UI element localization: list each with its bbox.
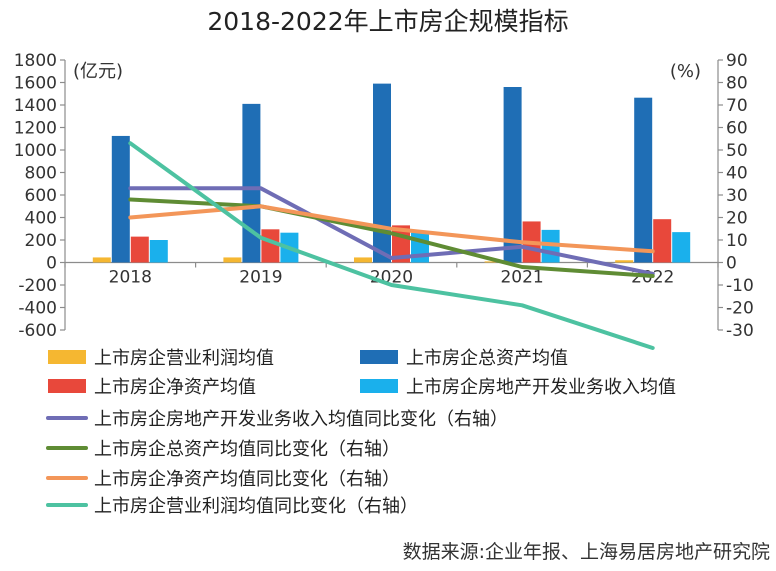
right-tick-label: 0	[726, 254, 737, 274]
left-tick-label: 1000	[14, 141, 57, 161]
right-tick-label: 60	[726, 119, 748, 139]
legend-label: 上市房企总资产均值	[406, 348, 568, 369]
right-tick-label: 10	[726, 231, 748, 251]
x-tick-label: 2018	[109, 268, 152, 288]
bar-2018-s2	[111, 135, 130, 263]
left-tick-label: 1200	[14, 119, 57, 139]
left-tick-label: 1400	[14, 96, 57, 116]
chart-title: 2018-2022年上市房企规模指标	[207, 7, 568, 36]
right-unit-label: (%)	[670, 61, 701, 82]
left-tick-label: -200	[18, 276, 57, 296]
left-tick-label: 1600	[14, 74, 57, 94]
left-tick-label: 600	[25, 186, 57, 206]
source-note: 数据来源:企业年报、上海易居房地产研究院	[403, 541, 770, 563]
legend-label: 上市房企总资产均值同比变化（右轴）	[94, 439, 400, 460]
bar-2020-s2	[373, 83, 391, 263]
right-tick-label: 20	[726, 209, 748, 229]
bar-2022-s4	[672, 232, 691, 263]
right-tick-label: 30	[726, 186, 748, 206]
bar-2018-s3	[130, 236, 149, 263]
right-tick-label: 80	[726, 74, 748, 94]
right-tick-label: 90	[726, 51, 748, 71]
right-tick-label: 50	[726, 141, 748, 161]
bar-2021-s2	[503, 87, 522, 263]
left-tick-label: 0	[46, 254, 57, 274]
right-tick-label: 70	[726, 96, 748, 116]
line-series-1	[128, 186, 655, 276]
bar-2022-s1	[615, 260, 634, 263]
bar-2018-s1	[92, 257, 111, 263]
legend-label: 上市房企营业利润均值同比变化（右轴）	[94, 496, 418, 517]
bar-2019-s1	[223, 257, 242, 263]
bar-2022-s2	[634, 97, 653, 263]
bar-2018-s4	[149, 240, 168, 263]
left-tick-label: 1800	[14, 51, 57, 71]
lines	[128, 141, 655, 350]
right-tick-label: -20	[726, 299, 754, 319]
bar-2021-s1	[484, 261, 503, 263]
legend-swatch-bar-4	[360, 379, 398, 393]
left-tick-label: -400	[18, 299, 57, 319]
legend-swatch-bar-2	[360, 350, 398, 364]
right-tick-label: 40	[726, 164, 748, 184]
x-tick-label: 2019	[239, 268, 282, 288]
right-tick-label: -10	[726, 276, 754, 296]
bars	[92, 83, 691, 263]
bar-2020-s1	[354, 257, 372, 263]
left-tick-label: 200	[25, 231, 57, 251]
left-tick-label: 400	[25, 209, 57, 229]
legend-label: 上市房企房地产开发业务收入均值	[406, 377, 676, 398]
bar-2022-s3	[653, 219, 672, 263]
x-tick-label: 2021	[500, 268, 543, 288]
legend-swatch-bar-3	[48, 379, 86, 393]
bar-2019-s2	[242, 103, 261, 263]
left-unit-label: (亿元)	[73, 61, 123, 82]
right-tick-label: -30	[726, 321, 754, 341]
legend-label: 上市房企净资产均值	[94, 377, 256, 398]
line-series-3	[128, 204, 655, 254]
legend-swatch-bar-1	[48, 350, 86, 364]
left-tick-label: 800	[25, 164, 57, 184]
line-series-4	[128, 141, 655, 350]
left-tick-label: -600	[18, 321, 57, 341]
legend-label: 上市房企房地产开发业务收入均值同比变化（右轴）	[94, 409, 508, 430]
legend-label: 上市房企营业利润均值	[94, 348, 274, 369]
bar-2019-s3	[261, 229, 280, 263]
legend-label: 上市房企净资产均值同比变化（右轴）	[94, 469, 400, 490]
